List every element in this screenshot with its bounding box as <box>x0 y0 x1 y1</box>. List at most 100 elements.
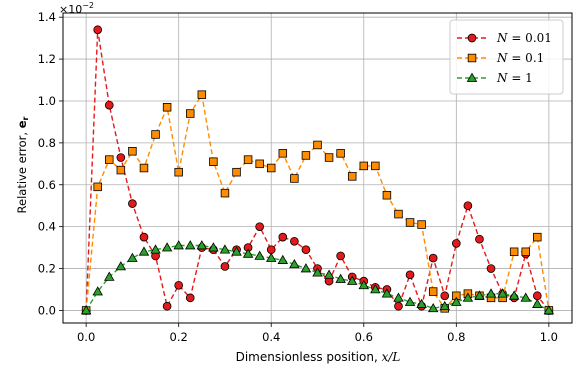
y-axis-label: Relative error, er <box>15 116 30 213</box>
y-tick-label: 0.8 <box>38 136 56 150</box>
data-point <box>358 279 370 290</box>
legend-entry-2: N = 0.1 <box>457 51 544 65</box>
data-point <box>301 245 311 255</box>
data-point <box>290 236 299 246</box>
data-point <box>520 292 531 302</box>
data-point <box>474 290 485 300</box>
data-point <box>532 298 543 308</box>
data-point <box>451 296 462 306</box>
data-point <box>197 90 207 99</box>
data-point <box>371 161 380 171</box>
data-point <box>313 140 322 150</box>
data-point <box>185 240 196 250</box>
data-point <box>451 239 461 248</box>
y-tick-label: 1.2 <box>38 52 56 66</box>
data-point <box>105 155 114 164</box>
data-point <box>394 209 403 219</box>
data-point <box>312 267 323 277</box>
data-point <box>278 232 288 242</box>
data-point <box>161 242 173 252</box>
data-point <box>497 288 508 298</box>
data-point <box>381 288 393 298</box>
data-point <box>405 218 415 227</box>
data-point <box>232 167 241 177</box>
data-point <box>220 262 230 271</box>
data-point <box>532 291 542 301</box>
data-point <box>543 305 555 315</box>
plot-frame <box>62 12 573 324</box>
data-point <box>255 159 264 169</box>
data-point <box>290 174 299 183</box>
series-line <box>85 92 550 311</box>
x-tick-label: 0.8 <box>447 330 465 344</box>
legend-entry-1: N = 0.01 <box>457 31 552 45</box>
y-tick-label: 0.0 <box>38 303 56 317</box>
x-tick-label: 0.2 <box>170 330 188 344</box>
x-tick-label: 0.4 <box>262 330 280 344</box>
y-tick-label: 0.2 <box>38 262 56 276</box>
data-point <box>382 190 392 200</box>
legend-marker <box>467 53 477 63</box>
data-point <box>347 172 357 181</box>
data-point <box>278 149 288 158</box>
data-point <box>508 290 520 300</box>
data-point <box>116 153 126 162</box>
y-scale-factor: ×10−2 <box>59 1 94 16</box>
data-point <box>242 248 254 258</box>
data-point <box>162 301 172 311</box>
data-point <box>405 270 415 280</box>
data-point <box>533 232 542 242</box>
y-axis-ticks: 0.0 0.2 0.4 0.6 0.8 1.0 1.2 1.4 <box>38 10 63 317</box>
data-point <box>300 263 312 273</box>
data-point <box>138 246 150 256</box>
data-point <box>186 109 195 118</box>
y-tick-label: 1.4 <box>38 10 56 24</box>
legend-entry-3: N = 1 <box>457 71 533 85</box>
data-point <box>93 25 103 35</box>
data-point <box>346 275 358 285</box>
data-point <box>209 157 218 166</box>
series-2 <box>81 90 554 315</box>
data-point <box>370 284 381 294</box>
series-layer <box>80 25 555 315</box>
data-point <box>254 250 265 260</box>
data-point <box>301 151 311 160</box>
data-point <box>80 305 92 315</box>
data-point <box>336 251 345 261</box>
data-point <box>440 291 450 301</box>
data-point <box>336 149 345 158</box>
data-point <box>220 188 230 198</box>
series-line <box>85 29 550 311</box>
series-3 <box>80 240 555 315</box>
data-point <box>208 242 219 252</box>
data-point <box>265 252 277 262</box>
data-point <box>255 222 264 231</box>
data-point <box>128 147 137 156</box>
data-point <box>174 280 184 290</box>
data-point <box>128 199 137 208</box>
legend-marker <box>467 33 477 43</box>
legend-label: N = 0.01 <box>496 31 552 45</box>
data-point <box>231 246 242 256</box>
data-point <box>417 220 426 229</box>
legend: N = 0.01 N = 0.1 N = 1 <box>449 19 564 95</box>
data-point <box>475 234 484 244</box>
x-tick-label: 1.0 <box>540 330 558 344</box>
data-point <box>174 167 183 177</box>
data-point <box>277 254 289 264</box>
data-point <box>428 287 438 296</box>
data-point <box>485 288 497 298</box>
y-tick-label: 0.6 <box>38 178 56 192</box>
data-point <box>266 245 276 255</box>
data-point <box>509 247 519 257</box>
data-point <box>219 244 231 254</box>
data-point <box>404 296 416 306</box>
data-point <box>151 130 160 139</box>
data-point <box>162 103 172 112</box>
data-point <box>394 301 403 311</box>
data-point <box>359 161 369 171</box>
data-point <box>104 271 115 281</box>
data-point <box>185 293 195 303</box>
data-point <box>173 240 184 250</box>
data-point <box>115 261 127 271</box>
